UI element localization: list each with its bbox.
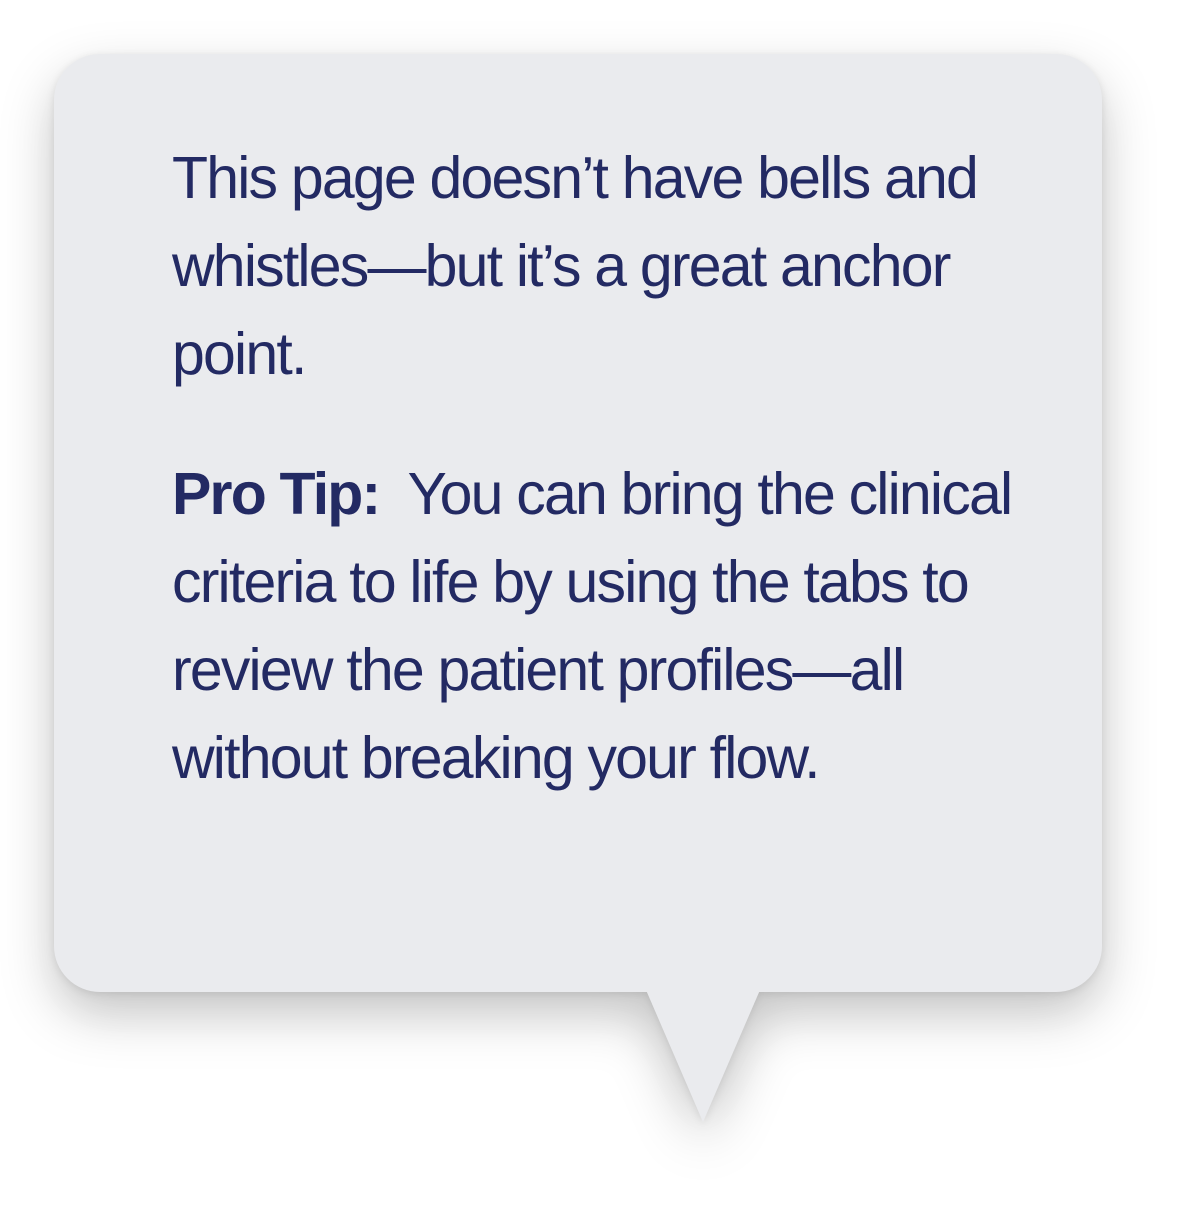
callout-intro: This page doesn’t have bells and whistle…: [172, 145, 979, 387]
pro-tip-label: Pro Tip:: [172, 461, 381, 527]
pro-tip-text: You can bring the clinical criteria to l…: [172, 461, 1013, 791]
callout-content: This page doesn’t have bells and whistle…: [172, 134, 1052, 802]
pro-tip: Pro Tip: You can bring the clinical crit…: [172, 450, 1052, 802]
speech-bubble-tail: [646, 990, 760, 1122]
speech-bubble-body: [54, 54, 1102, 992]
